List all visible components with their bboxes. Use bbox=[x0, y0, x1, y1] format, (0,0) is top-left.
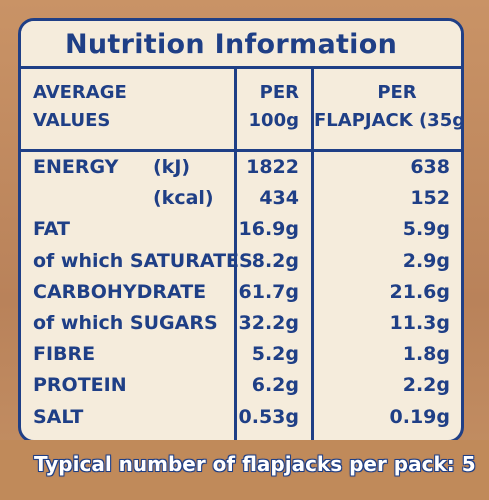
panel-title: Nutrition Information bbox=[21, 21, 461, 69]
header-per-100g-a: PER bbox=[259, 82, 299, 103]
row-unit: (kJ) bbox=[153, 156, 191, 178]
row-per-100g: 6.2g bbox=[251, 374, 299, 397]
row-label: PROTEIN bbox=[33, 374, 127, 397]
row-per-flapjack: 2.9g bbox=[402, 249, 450, 272]
nutrition-panel: Nutrition Information AVERAGE VALUES PER… bbox=[18, 18, 464, 443]
header-rule bbox=[21, 149, 461, 152]
header-per-flapjack-b: FLAPJACK (35g) bbox=[314, 110, 464, 131]
row-label: FIBRE bbox=[33, 343, 96, 366]
row-per-100g: 61.7g bbox=[238, 280, 299, 303]
header-average: AVERAGE bbox=[33, 82, 127, 103]
row-unit: (kcal) bbox=[153, 187, 214, 210]
row-label: CARBOHYDRATE bbox=[33, 280, 207, 303]
row-per-100g: 32.2g bbox=[238, 312, 299, 334]
row-per-100g: 5.2g bbox=[251, 343, 299, 366]
row-per-flapjack: 152 bbox=[410, 187, 450, 210]
row-label: of which SATURATES bbox=[33, 249, 253, 272]
row-per-flapjack: 11.3g bbox=[389, 312, 450, 334]
row-per-flapjack: 638 bbox=[410, 156, 450, 178]
row-label: SALT bbox=[33, 405, 84, 428]
column-divider-1 bbox=[234, 69, 237, 440]
row-per-flapjack: 2.2g bbox=[402, 374, 450, 397]
header-per-100g-b: 100g bbox=[248, 110, 299, 131]
row-per-flapjack: 0.19g bbox=[389, 405, 450, 428]
row-label: FAT bbox=[33, 218, 70, 241]
row-per-100g: 16.9g bbox=[238, 218, 299, 241]
header-per-flapjack-a: PER bbox=[377, 82, 417, 103]
footer-band bbox=[0, 440, 489, 500]
row-per-100g: 8.2g bbox=[251, 249, 299, 272]
column-divider-2 bbox=[311, 69, 314, 440]
row-label: ENERGY bbox=[33, 156, 119, 178]
row-per-flapjack: 1.8g bbox=[402, 343, 450, 366]
header-values: VALUES bbox=[33, 110, 111, 131]
row-per-100g: 434 bbox=[259, 187, 299, 210]
row-per-flapjack: 5.9g bbox=[402, 218, 450, 241]
row-per-flapjack: 21.6g bbox=[389, 280, 450, 303]
row-per-100g: 0.53g bbox=[238, 405, 299, 428]
pack-count-note: Typical number of flapjacks per pack: 5 bbox=[34, 452, 476, 476]
row-per-100g: 1822 bbox=[246, 156, 299, 178]
row-label: of which SUGARS bbox=[33, 312, 218, 334]
